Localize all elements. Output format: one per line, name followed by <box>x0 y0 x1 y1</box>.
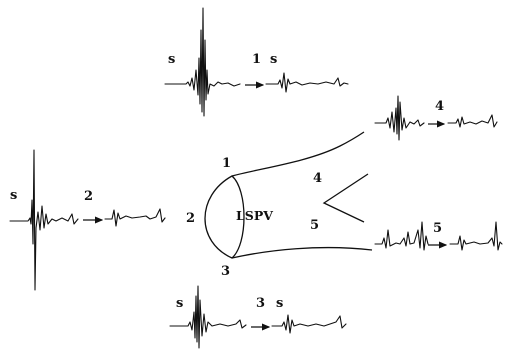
egm-before-ablation <box>169 285 247 349</box>
egm-after-ablation <box>265 72 349 93</box>
vein-lower-wall <box>231 246 373 259</box>
egm-after-ablation <box>449 221 503 251</box>
recording-site-3: s 3 s <box>169 285 347 349</box>
site-label-3: 3 <box>221 264 230 279</box>
stim-marker: s <box>270 52 277 67</box>
recording-site-5: 5 <box>374 221 503 251</box>
site-number: 2 <box>84 189 93 204</box>
stim-marker: s <box>276 296 283 311</box>
vein-label: LSPV <box>236 208 273 223</box>
site-label-1: 1 <box>222 156 231 171</box>
recording-site-2: s 2 <box>9 149 166 291</box>
vein-ostium <box>204 175 245 259</box>
egm-after-ablation <box>447 114 498 128</box>
vein-branch-crotch <box>322 173 369 223</box>
egm-before-ablation <box>374 95 425 141</box>
egm-before-ablation <box>9 149 79 291</box>
lspv-vein <box>204 131 373 259</box>
vein-upper-wall <box>231 131 365 177</box>
site-number: 4 <box>435 99 444 114</box>
site-label-5: 5 <box>310 218 319 233</box>
stim-marker: s <box>10 188 17 203</box>
stim-marker: s <box>176 296 183 311</box>
egm-after-ablation <box>104 208 166 227</box>
recording-site-1: s 1 s <box>164 7 349 117</box>
stim-marker: s <box>168 52 175 67</box>
site-label-2: 2 <box>186 211 195 226</box>
site-number: 1 <box>252 52 261 67</box>
site-number: 3 <box>256 296 265 311</box>
egm-before-ablation <box>374 221 429 251</box>
recording-site-4: 4 <box>374 95 498 141</box>
site-label-4: 4 <box>313 171 322 186</box>
egm-after-ablation <box>271 314 347 334</box>
egm-before-ablation <box>164 7 241 117</box>
site-number: 5 <box>433 221 442 236</box>
